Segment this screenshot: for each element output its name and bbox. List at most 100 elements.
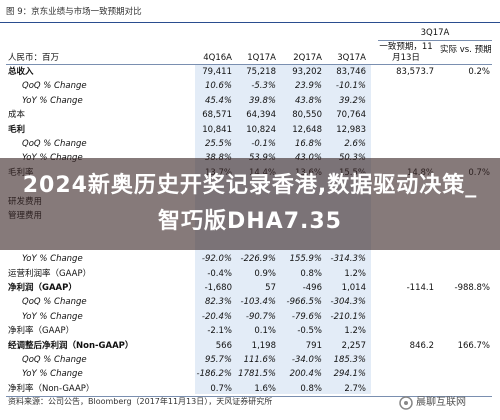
cell: 155.9% <box>289 254 322 265</box>
column-header: 一致预期，11月13日 <box>379 42 433 63</box>
cell: 0.8% <box>300 383 322 394</box>
cell: 2.7% <box>344 383 366 394</box>
cell: 111.6% <box>243 355 276 365</box>
cell: -314.3% <box>330 254 366 265</box>
cell: 1,014 <box>341 283 366 293</box>
cell: -103.4% <box>240 297 276 308</box>
cell: 23.9% <box>294 81 322 92</box>
cell: -90.7% <box>245 311 276 322</box>
row-label: 成本 <box>8 110 26 121</box>
cell: -20.4% <box>201 311 232 322</box>
cell: 1.2% <box>344 268 366 279</box>
cell: -0.5% <box>297 326 322 337</box>
cell: 294.1% <box>333 369 366 380</box>
cell: 0.1% <box>254 326 276 337</box>
cell: 0.9% <box>254 268 276 279</box>
column-header: 2Q17A <box>293 53 322 63</box>
cell: -79.6% <box>291 311 322 322</box>
cell: -988.8% <box>454 283 490 293</box>
row-label: 经调整后净利润（Non-GAAP） <box>8 340 134 351</box>
cell: 2,257 <box>341 340 366 351</box>
cell: 12,983 <box>336 124 366 135</box>
cell: 25.5% <box>204 139 232 149</box>
cell: -304.3% <box>330 297 366 308</box>
cell: -5.3% <box>251 81 276 92</box>
column-header: 3Q17A <box>337 53 366 63</box>
cell: 39.8% <box>248 95 276 106</box>
cell: 566 <box>215 340 232 351</box>
cell: 0.8% <box>300 268 322 279</box>
cell: -966.5% <box>286 297 322 308</box>
cell: -10.1% <box>335 81 366 92</box>
cell: -0.4% <box>207 268 232 279</box>
cell: 16.8% <box>294 139 322 149</box>
cell: -114.1 <box>406 283 434 293</box>
row-label: YoY % Change <box>22 311 83 322</box>
row-label: QoQ % Change <box>22 355 87 365</box>
cell: 791 <box>305 340 322 351</box>
column-header: 1Q17A <box>247 53 276 63</box>
row-label: 毛利 <box>8 124 26 135</box>
row-label: 净利率（Non-GAAP） <box>8 383 95 394</box>
cell: -210.1% <box>330 311 366 322</box>
figure-title: 图 9：京东业绩与市场一致预期对比 <box>6 7 142 17</box>
rule <box>6 396 492 397</box>
watermark: 晨聊互联网 <box>416 397 466 408</box>
cell: 95.7% <box>204 355 232 365</box>
cell: 0.2% <box>468 67 490 77</box>
row-label: 净利率（GAAP） <box>8 326 75 337</box>
source: 资料来源：公司公告，Bloomberg（2017年11月13日），天风证券研究所 <box>8 397 273 406</box>
row-label: 总收入 <box>8 67 34 77</box>
row-label: QoQ % Change <box>22 81 87 92</box>
cell: 83,746 <box>336 67 366 77</box>
column-header: 人民币：百万 <box>8 53 60 63</box>
cell: 200.4% <box>289 369 322 380</box>
cell: 166.7% <box>457 340 490 351</box>
cell: 1.6% <box>254 383 276 394</box>
row-label: 运营利润率（GAAP） <box>8 268 92 279</box>
cell: 185.3% <box>333 355 366 365</box>
cell: 80,550 <box>292 110 322 121</box>
row-label: 净利润（GAAP） <box>8 283 77 293</box>
cell: 68,571 <box>202 110 232 121</box>
cell: 93,202 <box>292 67 322 77</box>
cell: -226.9% <box>240 254 276 265</box>
cell: 82.3% <box>204 297 232 308</box>
watermark-icon <box>399 396 413 410</box>
cell: 79,411 <box>202 67 232 77</box>
cell: 75,218 <box>246 67 276 77</box>
cell: -1,680 <box>204 283 232 293</box>
cell: 10,824 <box>246 124 276 135</box>
column-header: 4Q16A <box>203 53 232 63</box>
cell: -186.2% <box>196 369 232 380</box>
column-header: 实际 vs. 预期 <box>440 45 492 55</box>
cell: 45.4% <box>204 95 232 106</box>
cell: 1,198 <box>251 340 276 351</box>
cell: 2.6% <box>344 139 366 149</box>
cell: -34.0% <box>291 355 322 365</box>
row-label: QoQ % Change <box>22 297 87 308</box>
cell: 846.2 <box>409 340 434 351</box>
cell: 10.6% <box>204 81 232 92</box>
cell: -92.0% <box>201 254 232 265</box>
cell: 12,648 <box>292 124 322 135</box>
group-header: 3Q17A <box>420 28 450 38</box>
rule <box>0 22 500 23</box>
cell: 70,764 <box>336 110 366 121</box>
cell: 57 <box>265 283 276 293</box>
overlay-title: 2024新奥历史开奖记录香港,数据驱动决策_智巧版DHA7.35 <box>22 173 478 234</box>
row-label: YoY % Change <box>22 369 83 380</box>
cell: -2.1% <box>207 326 232 337</box>
cell: -496 <box>302 283 322 293</box>
rule <box>6 64 492 65</box>
cell: -0.1% <box>251 139 276 149</box>
cell: 10,841 <box>202 124 232 135</box>
rule <box>378 40 492 41</box>
cell: 0.7% <box>210 383 232 394</box>
overlay-band <box>0 158 500 250</box>
cell: 1781.5% <box>238 369 276 380</box>
row-label: YoY % Change <box>22 95 83 106</box>
cell: 64,394 <box>246 110 276 121</box>
cell: 1.2% <box>344 326 366 337</box>
